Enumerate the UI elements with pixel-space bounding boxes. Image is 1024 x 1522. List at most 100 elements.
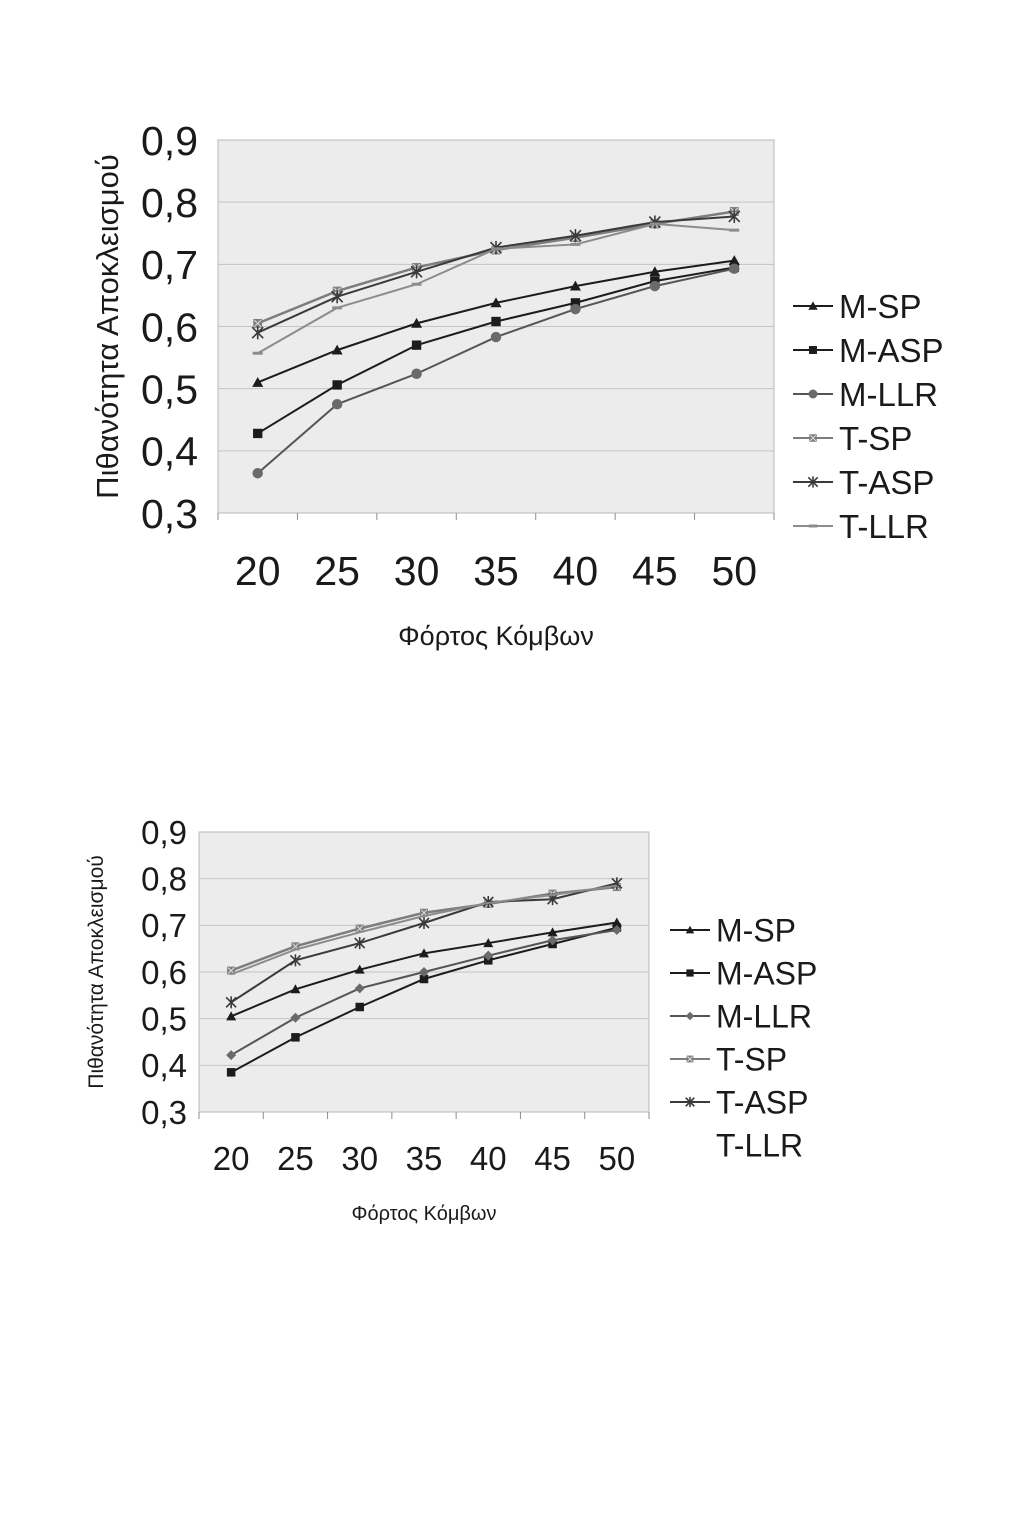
- y-tick-label: 0,5: [141, 366, 198, 412]
- data-point-m-asp: [355, 1002, 364, 1012]
- data-point-m-asp: [570, 298, 581, 308]
- legend-item-t-llr: T-LLR: [793, 508, 929, 545]
- data-point-m-llr: [419, 967, 429, 977]
- legend-marker: [808, 301, 818, 310]
- x-tick-label: 50: [711, 548, 757, 594]
- data-point-m-asp: [253, 428, 263, 439]
- data-point-t-asp: [354, 937, 366, 950]
- chart-bottom: 0,3 0,4 0,5 0,6 0,7 0,8 0,9 20 25 30 35 40 45 50 Φόρτο…: [85, 814, 817, 1225]
- x-tick-label: 40: [470, 1140, 507, 1177]
- x-tick-label: 30: [394, 548, 440, 594]
- legend-label: M-SP: [716, 913, 796, 949]
- y-tick-label: 0,3: [141, 491, 198, 537]
- legend-item-m-sp: M-SP: [793, 288, 922, 325]
- y-tick-label: 0,6: [141, 954, 187, 991]
- legend: M-SP M-ASP M-LLR T-SP T-ASP T-LLR: [670, 913, 817, 1164]
- legend-label: M-LLR: [716, 999, 812, 1035]
- data-point-m-asp: [332, 380, 342, 390]
- y-tick-label: 0,7: [141, 907, 187, 944]
- y-tick-label: 0,5: [141, 1001, 187, 1038]
- x-tick-label: 25: [314, 548, 360, 594]
- data-point-t-asp: [225, 996, 237, 1009]
- legend-marker: [685, 925, 695, 934]
- data-point-t-asp: [289, 954, 301, 967]
- data-point-m-sp: [290, 984, 301, 994]
- y-tick-label: 0,4: [141, 1047, 187, 1084]
- y-tick-label: 0,8: [141, 180, 198, 226]
- series-t-llr: [230, 884, 618, 976]
- series-t-asp: [225, 877, 623, 1009]
- legend-label: T-SP: [716, 1042, 787, 1078]
- x-axis-label: Φόρτος Κόμβων: [398, 621, 594, 651]
- series-line-t-llr: [230, 884, 618, 976]
- data-point-m-asp: [226, 1068, 236, 1077]
- x-tick-label: 50: [598, 1140, 635, 1177]
- legend-marker: [685, 1011, 695, 1021]
- x-tick-label: 45: [534, 1140, 571, 1177]
- data-point-m-llr: [290, 1012, 301, 1023]
- data-point-t-asp: [418, 917, 430, 929]
- data-point-m-sp: [649, 266, 661, 277]
- legend-marker: [808, 389, 818, 399]
- legend-item-m-llr: M-LLR: [793, 376, 938, 413]
- data-point-t-sp: [355, 924, 364, 933]
- legend-label: T-ASP: [839, 464, 934, 501]
- y-axis-label: Πιθανότητα Αποκλεισμού: [90, 154, 125, 499]
- data-point-m-llr: [411, 368, 422, 379]
- legend-label: M-ASP: [716, 956, 817, 992]
- data-point-m-llr: [226, 1050, 237, 1061]
- x-axis-label: Φόρτος Κόμβων: [352, 1203, 497, 1225]
- legend-item-t-asp: T-ASP: [670, 1085, 808, 1121]
- x-tick-label: 35: [473, 548, 519, 594]
- legend-marker: [807, 476, 819, 488]
- legend-label: T-ASP: [716, 1085, 808, 1121]
- legend-item-m-llr: M-LLR: [670, 999, 812, 1035]
- legend-label: T-LLR: [716, 1128, 803, 1164]
- legend-label: M-SP: [839, 288, 922, 325]
- data-point-m-llr: [611, 925, 622, 935]
- data-point-m-sp: [728, 255, 740, 266]
- data-point-m-llr: [547, 935, 558, 946]
- data-point-m-sp: [354, 964, 365, 974]
- data-point-m-sp: [483, 938, 494, 948]
- y-tick-label: 0,9: [141, 118, 198, 164]
- data-point-m-asp: [411, 340, 422, 350]
- legend-item-m-sp: M-SP: [670, 913, 796, 949]
- x-tick-label: 45: [632, 548, 678, 594]
- x-tick-label: 40: [553, 548, 599, 594]
- y-tick-label: 0,8: [141, 861, 187, 898]
- x-tick-label: 25: [277, 1140, 314, 1177]
- data-point-m-sp: [490, 297, 502, 308]
- x-tick-label: 35: [406, 1140, 443, 1177]
- legend-label: T-LLR: [839, 508, 929, 545]
- data-point-m-sp: [569, 280, 581, 291]
- data-point-m-sp: [547, 927, 558, 937]
- y-tick-label: 0,4: [141, 429, 198, 475]
- series-m-sp: [252, 255, 740, 387]
- data-point-m-llr: [252, 467, 263, 479]
- series-m-llr: [252, 263, 740, 479]
- data-point-m-sp: [226, 1011, 237, 1021]
- data-point-m-llr: [331, 398, 343, 410]
- data-point-m-sp: [411, 317, 423, 328]
- series-m-llr: [226, 925, 622, 1061]
- data-point-t-asp: [251, 326, 264, 340]
- legend-item-t-llr: T-LLR: [716, 1128, 803, 1164]
- series-t-llr: [252, 222, 740, 355]
- legend-marker: [809, 346, 817, 354]
- data-point-m-asp: [419, 974, 429, 984]
- data-point-m-llr: [570, 303, 581, 315]
- data-point-m-llr: [649, 280, 661, 292]
- y-tick-label: 0,3: [141, 1094, 187, 1131]
- data-point-m-sp: [419, 948, 429, 958]
- legend-item-t-asp: T-ASP: [793, 464, 934, 501]
- legend-marker: [809, 434, 817, 442]
- legend-marker: [686, 969, 694, 977]
- legend-marker: [686, 1055, 694, 1063]
- data-point-t-asp: [569, 229, 582, 243]
- data-point-m-llr: [483, 950, 494, 961]
- y-axis-label: Πιθανότητα Αποκλεισμού: [85, 855, 108, 1088]
- legend: M-SP M-ASP M-LLR T-SP T-ASP T-LLR: [793, 288, 944, 545]
- data-point-m-sp: [252, 376, 264, 387]
